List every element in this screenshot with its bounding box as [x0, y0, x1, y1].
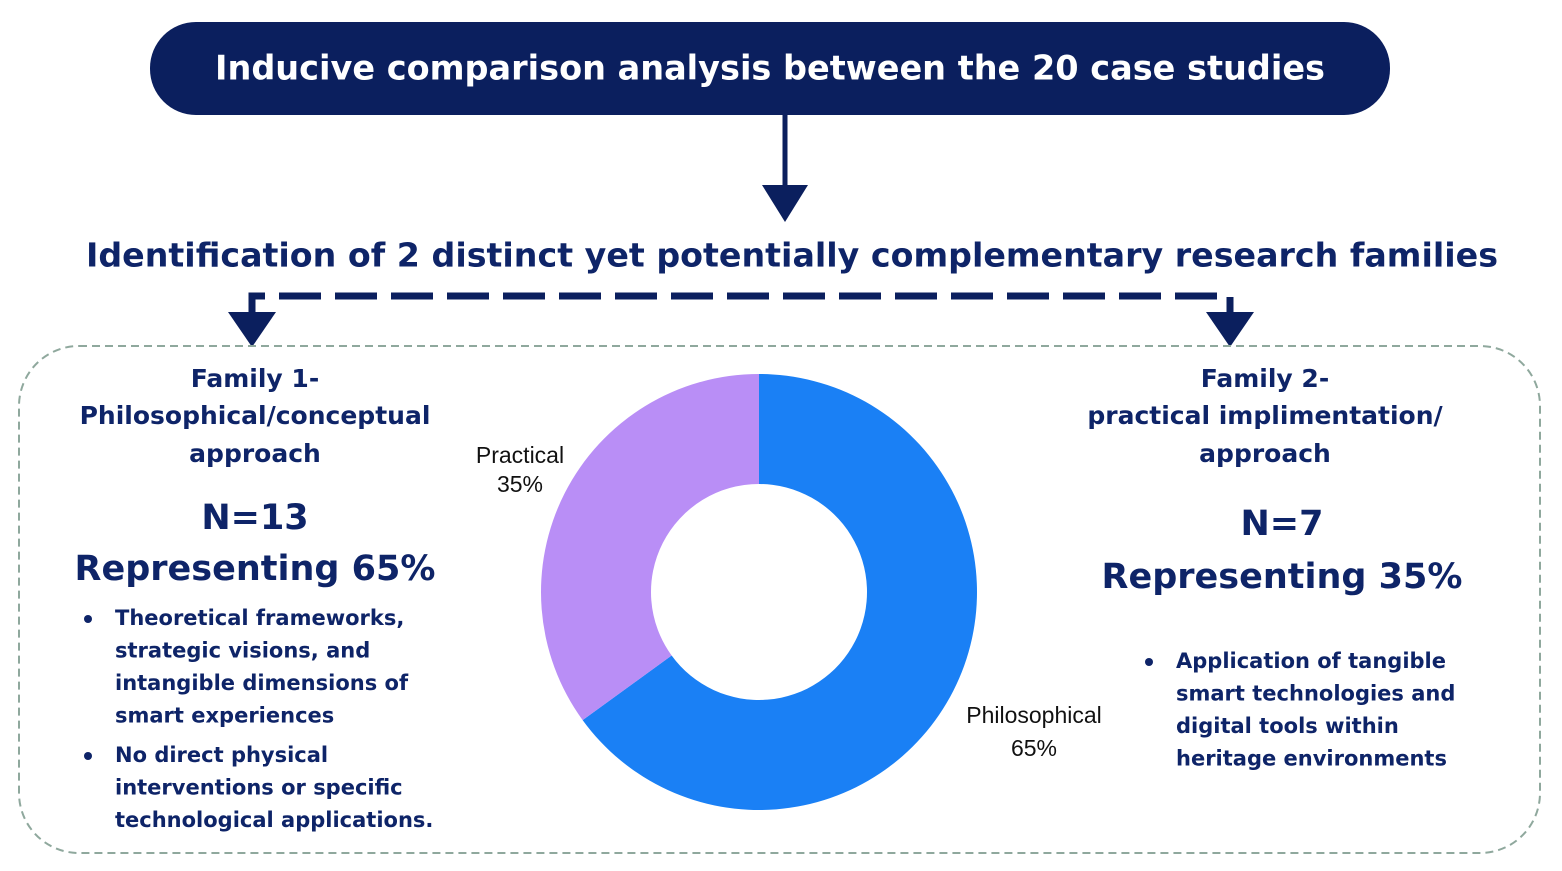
arrow-head-left [228, 312, 276, 347]
bullet-dot [1145, 658, 1153, 666]
bullet-text: Application of tangible [1176, 649, 1446, 673]
donut-slice [541, 374, 759, 721]
bullet-text: smart experiences [115, 704, 334, 728]
slice-value-label: 65% [1011, 735, 1057, 761]
bullet-text: strategic visions, and [115, 639, 370, 663]
bullet-dot [84, 615, 92, 623]
family-title: approach [189, 439, 321, 468]
bullet-text: No direct physical [115, 743, 328, 767]
slice-label: Practical [476, 442, 564, 468]
family-title: Philosophical/conceptual [80, 401, 431, 430]
family-share: Representing 65% [75, 549, 436, 589]
arrow-head-right [1206, 312, 1254, 347]
family-title: Family 2- [1201, 364, 1329, 393]
bullet-dot [84, 752, 92, 760]
family-count: N=13 [201, 498, 308, 538]
bullet-text: interventions or specific [115, 776, 403, 800]
slice-label: Philosophical [966, 702, 1102, 728]
family-title: practical implimentation/ [1087, 401, 1443, 430]
header-pill [150, 22, 1390, 115]
family-title: approach [1199, 439, 1331, 468]
arrow-head [762, 185, 808, 222]
subtitle: Identification of 2 distinct yet potenti… [86, 236, 1498, 275]
donut-slice [582, 374, 977, 810]
slice-value-label: 35% [497, 471, 543, 497]
bullet-text: technological applications. [115, 808, 433, 832]
bullet-text: Theoretical frameworks, [115, 606, 404, 630]
bullet-text: heritage environments [1176, 747, 1447, 771]
dashed-connector [248, 292, 1234, 325]
family-count: N=7 [1241, 504, 1324, 544]
families: Family 1- Philosophical/conceptual approac… [75, 364, 1463, 832]
bullet-text: smart technologies and [1176, 682, 1455, 706]
bullet-text: digital tools within [1176, 714, 1399, 738]
bullet-text: intangible dimensions of [115, 671, 409, 695]
family-title: Family 1- [191, 364, 319, 393]
family-share: Representing 35% [1102, 557, 1463, 597]
donut-chart [541, 374, 977, 810]
header-title: Inducive comparison analysis between the… [215, 49, 1325, 89]
